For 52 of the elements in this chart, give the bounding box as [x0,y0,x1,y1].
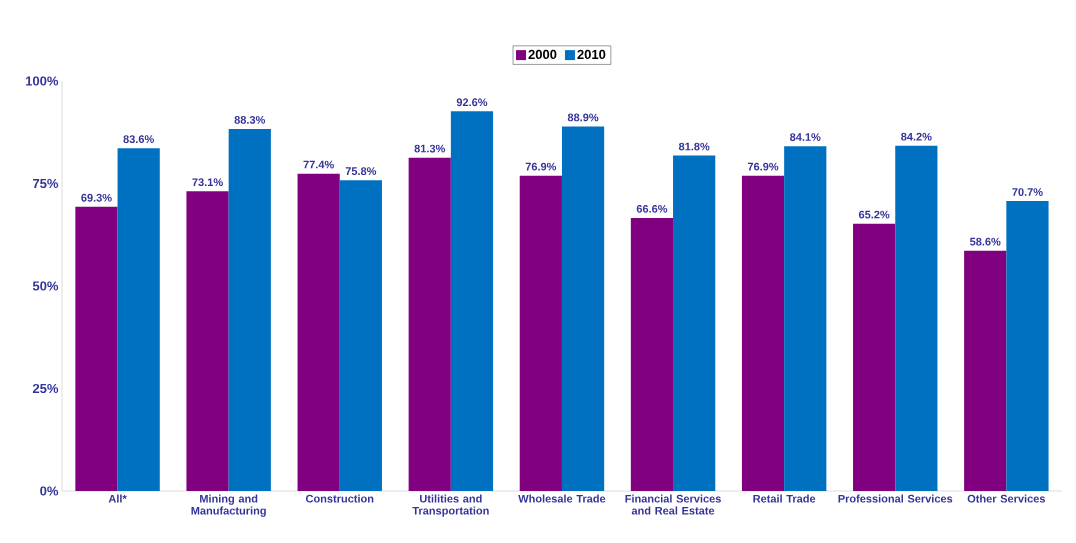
data-label: 92.6% [456,98,488,107]
legend-label: 2010 [577,49,606,60]
data-label: 81.3% [414,144,446,153]
data-label: 84.1% [790,133,821,141]
data-label: 65.2% [858,210,890,219]
data-label: 76.9% [525,162,557,171]
data-label: 81.8% [678,142,710,151]
y-tick-label: 0% [40,486,59,496]
x-tick-label: Other Services [967,494,1046,503]
x-tick-label: All* [108,494,127,503]
bar [297,173,340,491]
data-label: 58.6% [969,237,1001,246]
data-label: 83.6% [123,135,154,144]
bar [339,180,382,491]
bar [895,145,938,491]
data-label: 76.9% [747,162,779,171]
data-label: 66.6% [636,204,668,213]
bar [784,146,827,491]
y-tick-label: 50% [32,281,59,291]
bar [561,126,605,491]
bar [228,128,271,491]
bar [1006,201,1049,491]
data-label: 88.9% [567,113,599,122]
x-tick-label: Financial Services and Real Estate [625,494,721,515]
data-label: 77.4% [303,160,334,169]
data-label: 73.1% [192,178,223,187]
bar [408,157,451,491]
data-label: 69.3% [81,193,112,202]
data-label: 75.8% [345,167,377,176]
y-tick-label: 25% [32,383,59,394]
x-tick-label: Mining and Manufacturing [191,494,266,517]
x-tick-label: Construction [305,494,374,503]
bar [964,250,1007,491]
x-tick-label: Retail Trade [753,494,816,503]
y-tick-label: 100% [26,76,59,86]
x-tick-label: Utilities and Transportation [412,494,489,517]
data-label: 84.2% [901,132,932,141]
y-tick-label: 75% [33,178,59,189]
bar [741,175,785,491]
bar [75,206,118,491]
bar [630,217,674,491]
legend-label: 2000 [528,49,557,60]
data-label: 70.7% [1012,188,1043,196]
bar [519,175,562,491]
bar [853,223,896,491]
bar [450,111,494,491]
bar [186,191,229,491]
bar [673,155,716,491]
x-tick-label: Professional Services [838,494,953,503]
bar [117,148,160,491]
data-label: 88.3% [234,115,266,124]
x-tick-label: Wholesale Trade [518,494,606,503]
